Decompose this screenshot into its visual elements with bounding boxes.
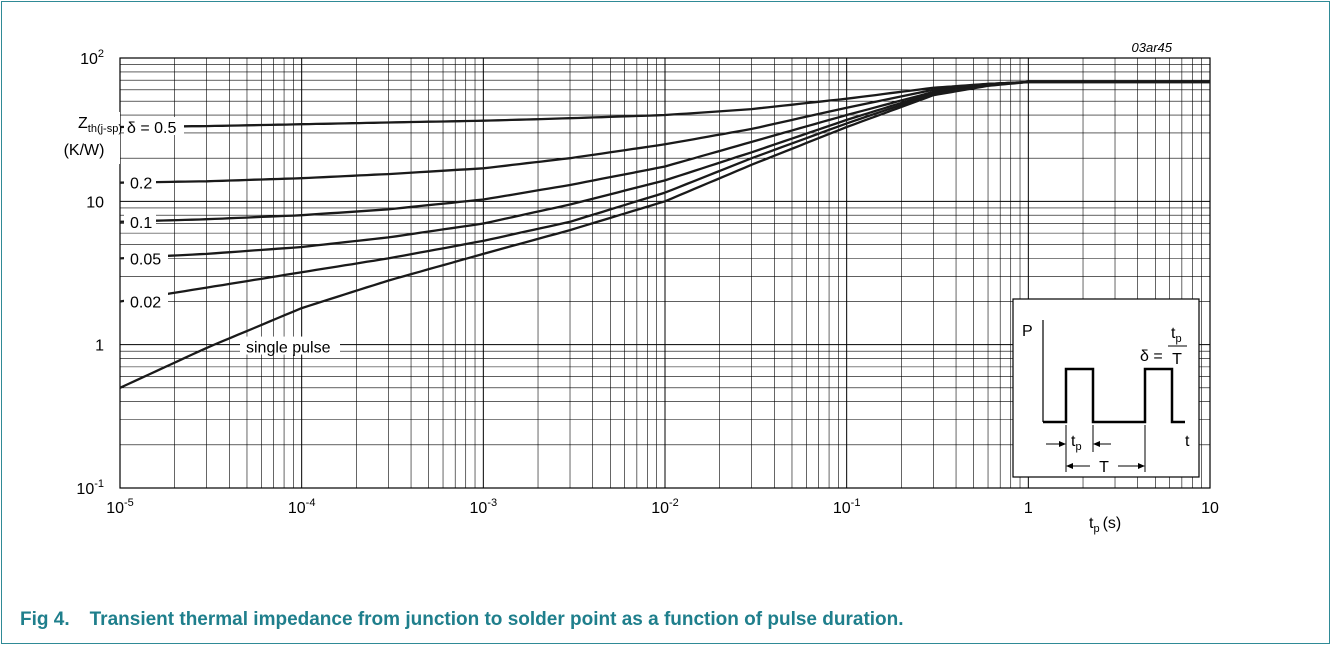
inset-tp-main: t (1071, 433, 1076, 450)
x-axis-label-sub: p (1093, 523, 1099, 535)
x-axis-label-main: t (1089, 515, 1094, 532)
plot-border (119, 57, 1211, 489)
inset-frac-num-sub: p (1175, 333, 1181, 345)
curve-labels: δ = 0.5 0.2 0.1 0.05 0.02 single pulse (124, 117, 340, 357)
x-tick-label: 10-2 (651, 497, 679, 517)
y-tick-label: 1 (95, 338, 104, 355)
figure-number: Fig 4. (20, 609, 70, 630)
curve-label: single pulse (246, 340, 331, 357)
y-tick-label: 10-1 (76, 478, 104, 498)
inset-delta-symbol: δ = (1140, 348, 1163, 365)
figure-caption-text: Transient thermal impedance from junctio… (89, 609, 904, 630)
y-tick-label: 10 (86, 194, 104, 211)
svg-text:tp: tp (1071, 433, 1082, 453)
figure-caption: Fig 4. Transient thermal impedance from j… (20, 609, 904, 631)
curve-label: 0.05 (130, 251, 161, 268)
x-tick-label: 10-4 (288, 497, 316, 517)
x-axis-label: tp (s) (1089, 515, 1121, 535)
inset-box (1012, 298, 1200, 478)
inset-pulse-train (1043, 367, 1185, 424)
x-tick-label: 10 (1201, 500, 1219, 517)
svg-text:tp(s): tp (s) (1089, 515, 1121, 535)
y-axis-label: Zth(j-sp) (K/W) (58, 112, 122, 164)
curve-label-bg (124, 248, 168, 267)
inset-p-label: P (1022, 323, 1033, 340)
x-tick-labels: 10-5 10-4 10-3 10-2 10-1 1 10 (106, 497, 1219, 517)
x-axis-unit: (s) (1103, 515, 1122, 532)
figure-code: 03ar45 (1132, 40, 1173, 55)
curve-label: 0.02 (130, 295, 161, 312)
curves (119, 80, 1210, 389)
x-tick-label: 10-5 (106, 497, 134, 517)
curve-label-bg (124, 172, 156, 191)
curve-label: δ = 0.5 (127, 120, 176, 137)
curve-label-bg (124, 117, 184, 136)
y-axis-label-sub: th(j-sp) (88, 123, 122, 135)
y-tick-labels: 10-1 1 10 102 (76, 48, 104, 498)
curve-label-bg (124, 211, 156, 230)
x-tick-label: 1 (1024, 500, 1033, 517)
curve-label: 0.1 (130, 215, 152, 232)
inset-frac-num-main: t (1171, 325, 1176, 342)
inset-frac-den: T (1172, 351, 1182, 368)
x-tick-label: 10-1 (833, 497, 861, 517)
svg-text:Zth(j-sp): Zth(j-sp) (78, 115, 122, 135)
duty-cycle-inset: P t tp T δ = tp T (1012, 298, 1200, 478)
inset-T-label: T (1099, 459, 1109, 476)
inset-tp-sub: p (1075, 441, 1081, 453)
curve-label-bg (124, 291, 168, 310)
y-tick-label: 102 (80, 48, 104, 68)
curve-single-pulse (119, 80, 1210, 389)
x-tick-label: 10-3 (470, 497, 498, 517)
y-axis-label-main: Z (78, 115, 88, 132)
svg-text:tp: tp (1171, 325, 1182, 345)
y-axis-unit: (K/W) (64, 142, 105, 159)
curve-label-bg (240, 336, 340, 355)
curve-label: 0.2 (130, 176, 152, 193)
inset-t-label: t (1185, 433, 1190, 450)
